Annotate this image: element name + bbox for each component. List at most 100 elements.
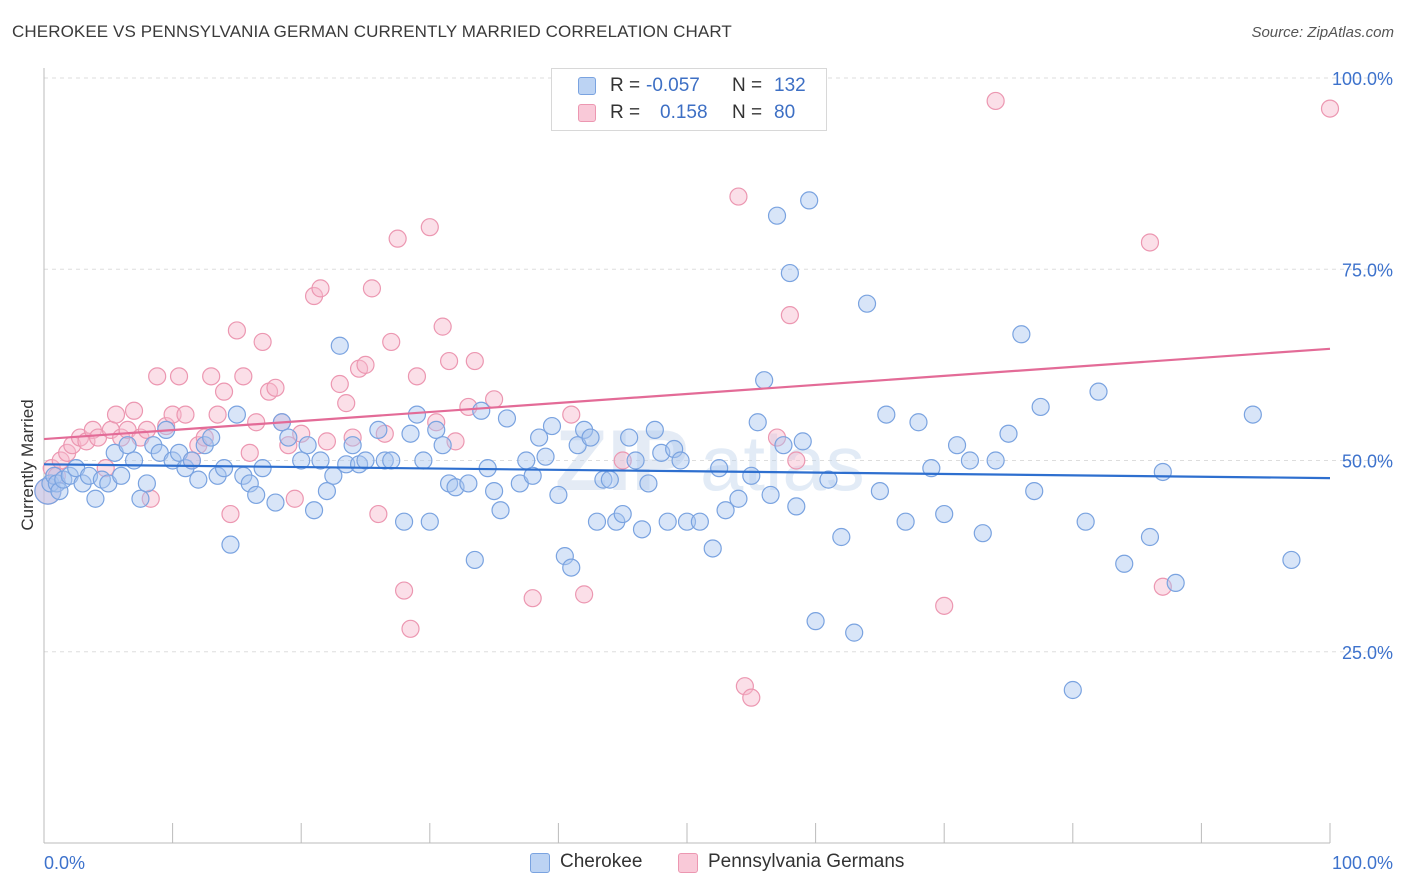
legend-r-value: -0.057	[646, 75, 700, 96]
data-point	[227, 321, 246, 340]
data-point	[613, 504, 632, 524]
data-point	[433, 317, 452, 336]
correlation-legend: R = -0.057 N = 132 R = 0.158 N = 80	[551, 68, 827, 131]
data-point	[1140, 233, 1160, 252]
data-point	[485, 482, 504, 501]
data-point	[491, 501, 510, 520]
data-point	[581, 428, 600, 447]
data-point	[279, 428, 298, 447]
data-point	[787, 497, 806, 516]
data-point	[523, 589, 542, 608]
series-pennsylvania-germans	[34, 91, 1340, 707]
data-point	[1076, 512, 1095, 531]
data-point	[253, 332, 272, 352]
data-point	[497, 409, 517, 428]
data-point	[459, 474, 478, 493]
data-point	[112, 466, 131, 485]
data-point	[999, 424, 1018, 443]
data-point	[356, 451, 375, 470]
data-point	[935, 504, 954, 524]
data-point	[922, 459, 941, 478]
data-point	[106, 405, 126, 424]
data-point	[195, 428, 214, 447]
data-point	[240, 474, 259, 493]
data-point	[401, 424, 420, 443]
legend-n-label: N =	[732, 75, 763, 96]
data-point	[735, 677, 754, 696]
data-point	[536, 447, 555, 466]
y-axis-label: Currently Married	[18, 399, 37, 531]
data-point	[742, 466, 761, 485]
data-point	[298, 436, 317, 455]
data-point	[645, 420, 664, 439]
trend-line	[43, 463, 1331, 480]
data-point	[182, 451, 201, 470]
data-point	[330, 336, 349, 355]
data-point	[575, 585, 594, 604]
data-point	[292, 451, 311, 470]
data-point	[169, 367, 189, 386]
data-point	[214, 459, 234, 478]
data-point	[748, 413, 767, 432]
data-point	[800, 191, 819, 210]
data-point	[1063, 680, 1082, 700]
data-point	[414, 451, 433, 470]
data-point	[253, 459, 272, 478]
data-point	[208, 405, 227, 424]
data-point	[626, 451, 645, 470]
data-point	[266, 378, 285, 397]
data-point	[517, 451, 536, 470]
data-point	[227, 405, 246, 424]
data-point	[394, 512, 414, 531]
tick-labels: 25.0% 50.0% 75.0% 100.0% 0.0% 100.0%	[44, 69, 1393, 873]
data-point	[587, 512, 607, 531]
legend-swatch-pink	[578, 104, 596, 122]
data-point	[658, 512, 677, 531]
legend-r-label: R =	[610, 102, 641, 123]
data-point	[787, 451, 806, 470]
data-point	[369, 504, 388, 524]
data-point	[1243, 405, 1262, 424]
data-point	[780, 306, 799, 325]
data-point	[1320, 99, 1340, 118]
data-point	[401, 619, 420, 638]
data-point	[317, 432, 337, 451]
data-point	[1153, 462, 1172, 482]
data-point	[549, 485, 568, 505]
data-point	[247, 413, 266, 432]
data-point	[214, 382, 234, 401]
data-point	[221, 535, 240, 554]
data-point	[427, 413, 446, 432]
data-point	[1282, 550, 1301, 570]
data-point	[729, 187, 748, 206]
legend-r-value: 0.158	[660, 102, 708, 123]
legend-r-label: R =	[610, 75, 641, 96]
data-point	[118, 436, 137, 455]
data-point	[632, 520, 652, 539]
data-point	[317, 482, 337, 501]
data-point	[382, 451, 401, 470]
data-point	[896, 512, 915, 531]
source-credit: Source: ZipAtlas.com	[1251, 24, 1394, 41]
data-point	[986, 451, 1005, 470]
legend-n-value: 80	[774, 102, 796, 123]
chart-title: CHEROKEE VS PENNSYLVANIA GERMAN CURRENTL…	[12, 22, 732, 41]
data-point	[388, 229, 407, 248]
x-tick-label: 0.0%	[44, 853, 85, 873]
x-tick-label: 100.0%	[1332, 853, 1393, 873]
data-point	[562, 405, 581, 424]
data-point	[137, 420, 156, 439]
data-point	[279, 436, 298, 455]
data-point	[148, 367, 167, 386]
data-point	[857, 294, 877, 313]
data-point	[304, 501, 324, 520]
data-point	[774, 436, 793, 455]
data-point	[362, 279, 382, 298]
data-point	[420, 218, 439, 237]
y-tick-label: 75.0%	[1342, 260, 1393, 280]
data-point	[234, 367, 253, 386]
data-point	[86, 489, 105, 508]
data-point	[530, 428, 549, 447]
data-point	[690, 512, 709, 531]
